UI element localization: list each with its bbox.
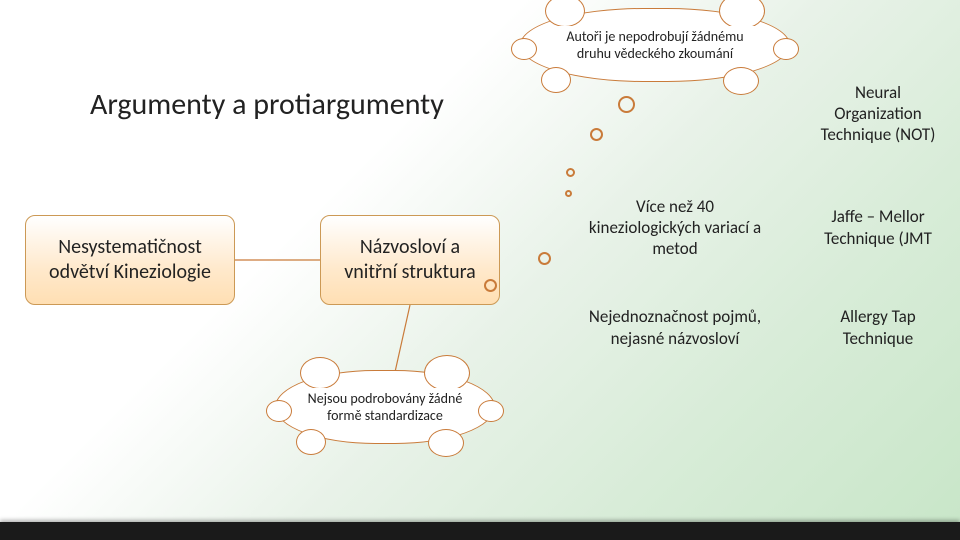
bubble-marker <box>565 190 572 197</box>
bottom-band <box>0 522 960 540</box>
node-vice-nez-40: Více než 40 kineziologických variací a m… <box>575 190 775 265</box>
cloud-nejsou-text: Nejsou podrobovány žádné formě standardi… <box>298 388 472 427</box>
cloud-nejsou: Nejsou podrobovány žádné formě standardi… <box>275 370 495 444</box>
node-neural-org: Neural Organization Technique (NOT) <box>798 76 958 151</box>
node-nesystematicnost: Nesystematičnost odvětví Kineziologie <box>25 215 235 305</box>
bubble-marker <box>538 252 551 265</box>
node-nejednoznacnost: Nejednoznačnost pojmů, nejasné názvoslov… <box>575 290 775 365</box>
cloud-autori-text: Autoři je nepodrobují žádnému druhu věde… <box>543 26 767 65</box>
bubble-marker <box>590 128 603 141</box>
node-jaffe-mellor: Jaffe – Mellor Technique (JMT <box>798 200 958 255</box>
bubble-marker <box>484 279 497 292</box>
node-allergy-tap: Allergy Tap Technique <box>798 300 958 355</box>
cloud-autori: Autoři je nepodrobují žádnému druhu věde… <box>520 8 790 82</box>
bubble-marker <box>566 168 575 177</box>
page-title: Argumenty a protiargumenty <box>90 86 444 123</box>
bubble-marker <box>618 96 635 113</box>
node-nazvoslovi: Názvosloví a vnitřní struktura <box>320 215 500 305</box>
